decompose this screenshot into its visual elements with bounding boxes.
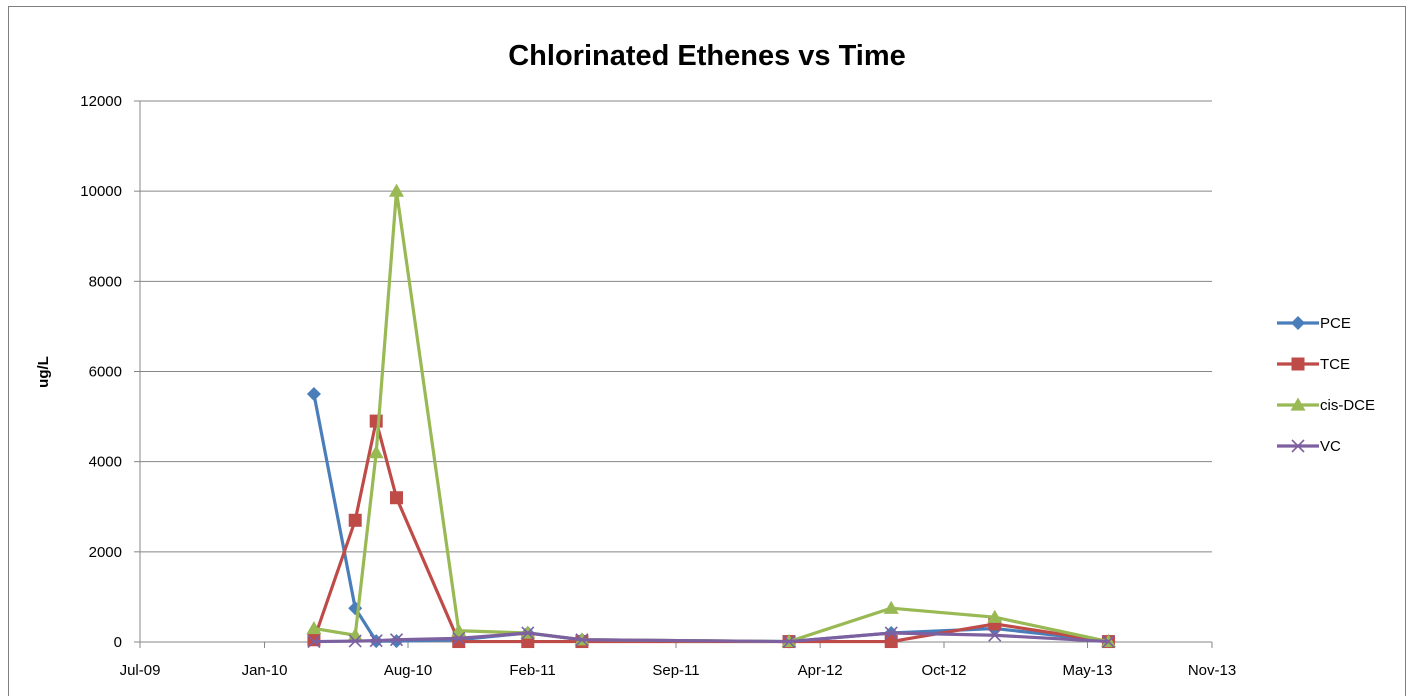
data-point-vc <box>389 633 404 647</box>
x-tick-label: May-13 <box>1062 662 1112 679</box>
legend-label-pce: PCE <box>1320 315 1351 332</box>
data-point-cis-dce <box>987 609 1003 623</box>
x-tick-label: Jul-09 <box>120 662 161 679</box>
data-point-vc <box>1101 634 1116 649</box>
y-tick-label: 0 <box>114 634 122 651</box>
data-point-vc <box>988 628 1002 642</box>
series-cis-dce <box>306 183 1116 648</box>
data-point-vc <box>452 631 466 645</box>
x-tick-label: Feb-11 <box>509 662 555 679</box>
data-point-cis-dce <box>451 623 467 637</box>
x-tick-label: Aug-10 <box>384 662 432 679</box>
legend-item-pce: PCE <box>1277 315 1351 332</box>
y-tick-label: 2000 <box>89 544 122 561</box>
y-tick-label: 8000 <box>89 273 122 290</box>
x-tick-label: Apr-12 <box>798 662 843 679</box>
legend: PCE TCE cis-DCE VC <box>1277 315 1375 455</box>
x-tick-label: Jan-10 <box>242 662 288 679</box>
data-point-vc <box>521 626 535 640</box>
data-point-vc <box>884 626 898 640</box>
data-point-tce <box>884 635 898 649</box>
y-tick-label: 4000 <box>89 454 122 471</box>
data-point-cis-dce <box>388 183 404 197</box>
series-vc <box>307 626 1116 649</box>
data-point-tce <box>369 414 383 428</box>
data-point-vc <box>307 634 321 649</box>
data-point-cis-dce <box>883 600 899 614</box>
legend-label-tce: TCE <box>1320 356 1350 373</box>
gridlines <box>140 100 1212 553</box>
x-tick-label: Oct-12 <box>921 662 966 679</box>
data-point-cis-dce <box>306 620 322 635</box>
legend-marker-tce <box>1291 357 1305 371</box>
series-line-cis-dce <box>313 189 1109 644</box>
data-point-vc <box>369 634 383 648</box>
chart-title: Chlorinated Ethenes vs Time <box>508 40 906 72</box>
series-line-pce <box>312 393 1109 644</box>
x-tick-label: Sep-11 <box>652 662 699 679</box>
y-axis-label: ug/L <box>35 356 52 388</box>
axes: 0 2000 4000 6000 8000 10000 12000 Jul-09 Jan-10 A… <box>80 93 1236 679</box>
data-point-cis-dce <box>368 445 384 459</box>
legend-item-cis-dce: cis-DCE <box>1277 397 1375 414</box>
legend-marker-vc <box>1291 439 1305 453</box>
legend-item-vc: VC <box>1277 438 1341 455</box>
data-point-tce <box>307 633 321 647</box>
y-tick-label: 6000 <box>89 364 122 381</box>
y-tick-label: 12000 <box>80 93 122 110</box>
data-point-tce <box>348 513 362 527</box>
data-point-vc <box>348 634 362 648</box>
legend-item-tce: TCE <box>1277 356 1350 373</box>
legend-marker-cis-dce <box>1290 397 1306 411</box>
data-point-pce <box>306 387 321 402</box>
data-point-tce <box>389 491 403 505</box>
y-tick-label: 10000 <box>80 183 122 200</box>
legend-marker-pce <box>1291 316 1305 330</box>
data-point-vc <box>575 633 589 647</box>
x-tick-label: Nov-13 <box>1188 662 1236 679</box>
legend-label-cis-dce: cis-DCE <box>1320 397 1375 414</box>
data-point-vc <box>782 634 796 649</box>
legend-label-vc: VC <box>1320 438 1341 455</box>
chart-frame <box>8 6 1406 696</box>
plot-area <box>306 183 1116 649</box>
